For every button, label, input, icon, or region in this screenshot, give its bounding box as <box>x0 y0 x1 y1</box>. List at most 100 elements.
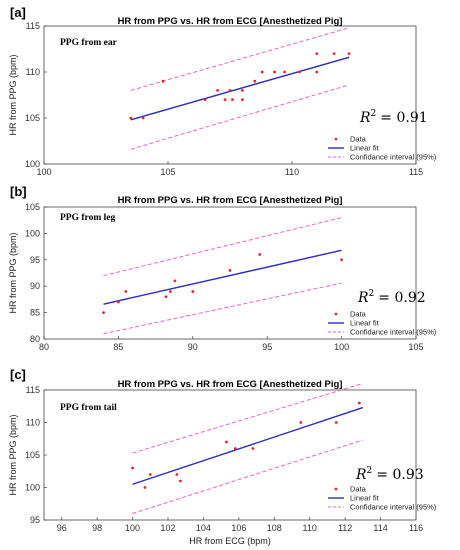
r-squared-annotation: R2 = 0.93 <box>355 466 424 483</box>
r-squared-value: = 0.93 <box>376 467 423 483</box>
panel-label: [b] <box>10 184 27 199</box>
x-tick-label: 112 <box>338 523 352 533</box>
y-tick-label: 90 <box>30 281 40 291</box>
data-point <box>203 98 207 101</box>
r-superscript: 2 <box>367 466 373 476</box>
legend-label: Confidance interval (95%) <box>350 503 437 512</box>
data-point <box>315 70 319 74</box>
data-point <box>299 421 303 424</box>
data-point <box>179 479 182 483</box>
data-point <box>228 89 232 92</box>
data-point <box>260 70 264 74</box>
legend-label: Linear fit <box>350 494 380 503</box>
y-tick-label: 95 <box>30 515 40 525</box>
ci-lower-line <box>132 439 364 514</box>
x-tick-label: 105 <box>160 167 175 177</box>
y-axis-label: HR from PPG (bpm) <box>8 232 18 313</box>
data-point <box>253 79 257 83</box>
ci-upper-line <box>132 383 364 454</box>
x-tick-label: 95 <box>262 342 272 352</box>
r-squared-annotation: R2 = 0.91 <box>359 109 428 126</box>
legend-label: Linear fit <box>350 144 380 153</box>
y-tick-label: 80 <box>30 334 40 344</box>
data-point <box>241 89 244 92</box>
data-point <box>117 300 120 304</box>
data-point <box>173 279 177 283</box>
data-point <box>169 290 172 293</box>
y-tick-label: 115 <box>26 21 40 31</box>
plot-area <box>43 389 417 521</box>
x-tick-label: 80 <box>39 342 49 352</box>
data-point <box>225 440 228 444</box>
x-tick-label: 100 <box>36 167 51 177</box>
data-point <box>332 52 336 55</box>
data-point <box>131 466 134 470</box>
y-tick-label: 110 <box>26 67 40 77</box>
panel-label: [c] <box>10 367 26 382</box>
r-squared-value: = 0.92 <box>378 290 425 306</box>
data-point <box>223 98 227 101</box>
data-point <box>129 116 133 120</box>
panel-annotation: PPG from ear <box>60 38 118 48</box>
chart-title: HR from PPG vs. HR from ECG [Anesthetize… <box>118 16 343 27</box>
y-tick-label: 105 <box>25 202 40 212</box>
data-point <box>164 295 168 299</box>
y-tick-label: 85 <box>30 308 40 318</box>
linear-fit-line <box>130 56 350 121</box>
y-tick-label: 115 <box>26 385 40 395</box>
linear-fit-line <box>103 249 342 305</box>
r-squared-annotation: R2 = 0.92 <box>357 289 426 306</box>
r-superscript: 2 <box>369 289 375 299</box>
panel-label: [a] <box>10 5 26 20</box>
data-point <box>161 79 165 83</box>
chart-title: HR from PPG vs. HR from ECG [Anesthetize… <box>118 195 343 206</box>
data-point <box>298 70 301 74</box>
x-tick-label: 100 <box>125 523 140 533</box>
data-point <box>124 290 128 293</box>
data-point <box>175 473 179 476</box>
data-point <box>102 311 105 314</box>
ci-upper-line <box>130 27 350 91</box>
ci-lower-line <box>103 282 342 335</box>
r-symbol: R <box>355 467 367 483</box>
linear-fit-line <box>132 406 364 485</box>
y-tick-label: 110 <box>26 418 40 428</box>
data-point <box>340 258 343 262</box>
data-point <box>315 52 319 55</box>
x-axis-label: HR from ECG (bpm) <box>189 536 271 546</box>
data-point <box>273 70 277 74</box>
x-tick-label: 110 <box>303 523 317 533</box>
y-tick-label: 105 <box>25 113 40 123</box>
legend-label: Confidance interval (95%) <box>350 153 437 162</box>
chart-panel-3: 96 98 100 102 104 106 108 110 112 114 116 95 100 105 1… <box>8 367 437 546</box>
y-tick-label: 100 <box>25 159 40 169</box>
r-symbol: R <box>359 110 371 126</box>
data-point <box>191 290 195 293</box>
data-point <box>143 486 147 489</box>
y-tick-label: 100 <box>25 228 40 238</box>
y-axis-label: HR from PPG (bpm) <box>8 414 18 495</box>
data-point <box>347 52 351 55</box>
chart-panel-2: 80 85 90 95 100 105 80 85 90 95 100 105 [b] HR from P… <box>8 184 437 352</box>
data-point <box>251 447 255 450</box>
y-tick-label: 105 <box>25 450 40 460</box>
plot-area <box>43 25 417 165</box>
x-tick-label: 96 <box>57 523 67 533</box>
data-point <box>141 116 145 120</box>
x-tick-label: 102 <box>160 523 175 533</box>
legend-data-marker <box>334 312 338 316</box>
data-point <box>283 70 286 74</box>
data-point <box>228 268 232 272</box>
r-superscript: 2 <box>371 109 377 119</box>
data-point <box>357 401 361 405</box>
ci-upper-line <box>103 217 342 277</box>
x-tick-label: 115 <box>409 167 423 177</box>
legend-label: Data <box>350 135 367 144</box>
x-tick-label: 98 <box>92 523 102 533</box>
x-tick-label: 90 <box>188 342 198 352</box>
data-point <box>231 98 234 101</box>
y-tick-label: 100 <box>25 483 40 493</box>
